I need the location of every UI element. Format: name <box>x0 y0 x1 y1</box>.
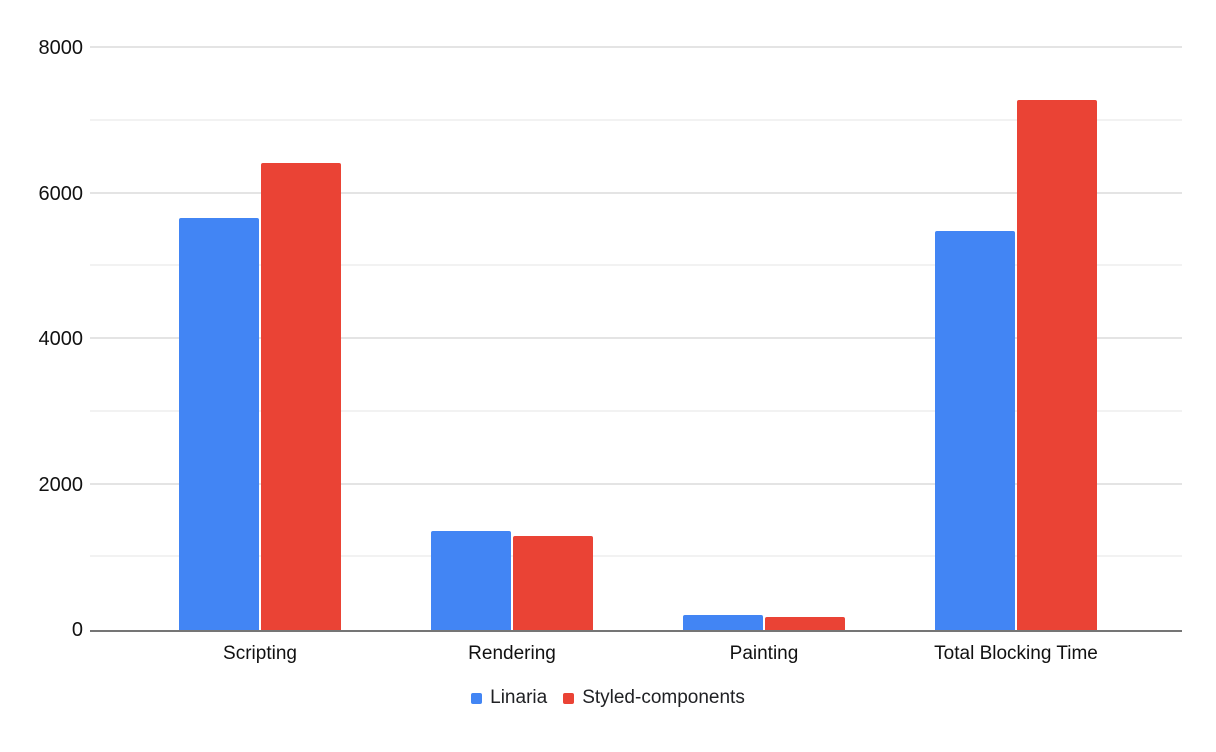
bar-styled-components-scripting <box>261 162 341 630</box>
x-category-label-total-blocking-time: Total Blocking Time <box>934 643 1098 664</box>
legend-item-linaria: Linaria <box>471 685 547 711</box>
bar-styled-components-painting <box>765 616 845 630</box>
bar-linaria-rendering <box>431 531 511 630</box>
legend-swatch-icon-styled-components <box>563 692 575 704</box>
bar-styled-components-rendering <box>513 536 593 630</box>
x-category-label-painting: Painting <box>729 643 799 664</box>
major-gridline-4000 <box>90 337 1182 339</box>
legend: Linaria Styled-components <box>0 685 1216 711</box>
legend-swatch-icon-linaria <box>471 692 483 704</box>
bar-linaria-painting <box>683 615 763 630</box>
x-category-label-rendering: Rendering <box>468 643 556 664</box>
legend-label-styled-components: Styled-components <box>582 687 745 708</box>
major-gridline-2000 <box>90 482 1182 485</box>
y-tick-label-6000: 6000 <box>38 182 84 205</box>
y-tick-label-4000: 4000 <box>38 328 84 350</box>
legend-item-styled-components: Styled-components <box>563 685 745 711</box>
y-axis-labels: 0 2000 4000 6000 8000 <box>0 0 84 641</box>
minor-gridline-3000 <box>90 409 1182 412</box>
plot-area <box>90 0 1182 632</box>
legend-label-linaria: Linaria <box>490 687 548 708</box>
minor-gridline-7000 <box>90 118 1182 121</box>
y-tick-label-0: 0 <box>71 619 83 641</box>
minor-gridline-1000 <box>90 555 1182 558</box>
bar-linaria-total-blocking-time <box>935 230 1015 630</box>
bar-styled-components-total-blocking-time <box>1017 99 1097 630</box>
y-tick-label-8000: 8000 <box>38 37 84 59</box>
major-gridline-8000 <box>90 46 1182 48</box>
x-category-label-scripting: Scripting <box>223 643 297 664</box>
minor-gridline-5000 <box>90 264 1182 267</box>
y-tick-label-2000: 2000 <box>38 473 84 496</box>
x-axis-labels: Scripting Rendering Painting Total Blocking… <box>0 641 1216 667</box>
bar-linaria-scripting <box>179 218 259 630</box>
major-gridline-6000 <box>90 191 1182 194</box>
